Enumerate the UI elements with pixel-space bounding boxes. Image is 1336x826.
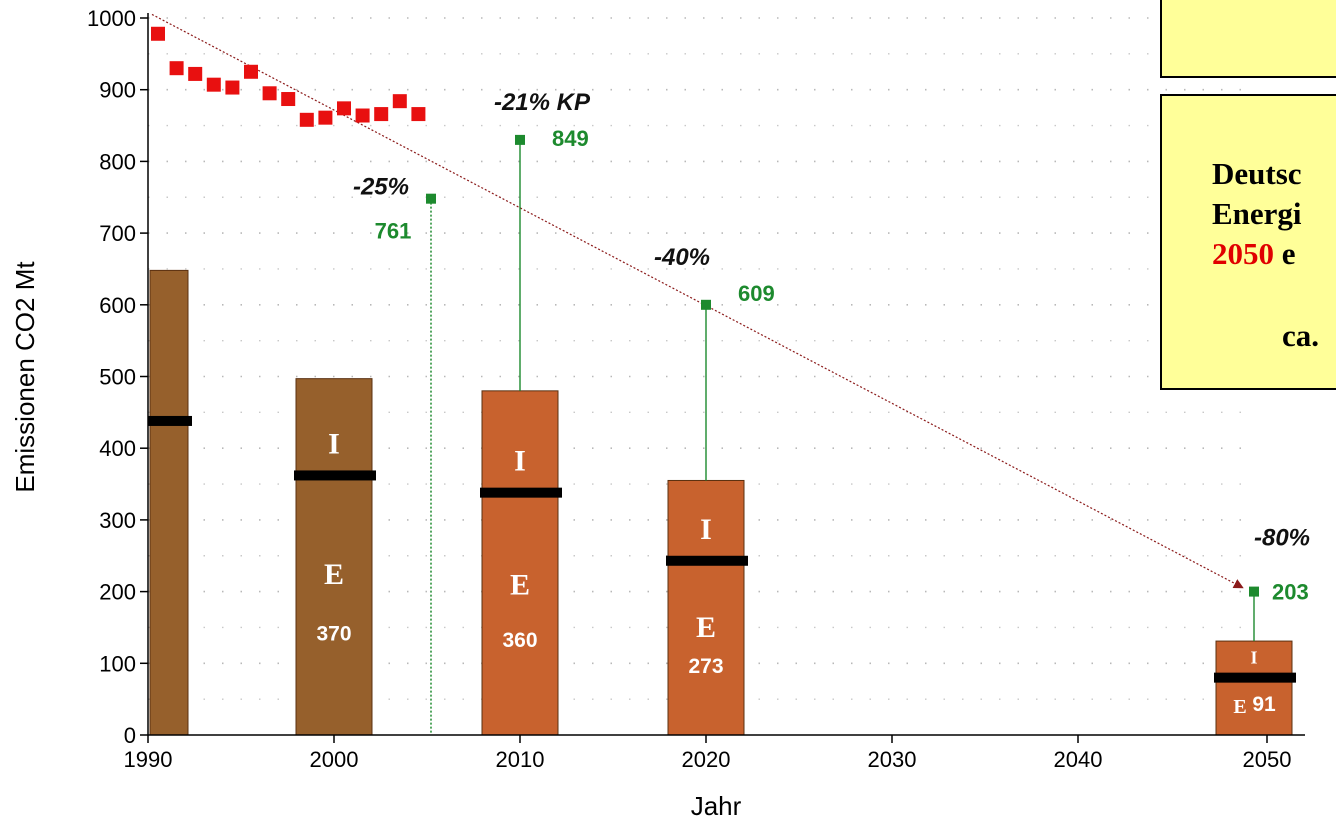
target-pct-2050: -80% bbox=[1254, 525, 1310, 552]
bar-lower-label-2020: E bbox=[696, 611, 716, 644]
y-tick-label: 500 bbox=[99, 365, 136, 390]
bar-upper-label-2020: I bbox=[700, 513, 712, 546]
history-point-1999 bbox=[318, 110, 333, 125]
axes-group: 0 100 200 300 400 500 600 700 800 900 1000 1990 2000… bbox=[87, 6, 1305, 772]
y-tick-label: 100 bbox=[99, 651, 136, 676]
y-tick-label: 700 bbox=[99, 221, 136, 246]
targets-group: -25% 761 -21% KP 849 -40% 609 -80% 203 bbox=[353, 89, 1310, 735]
x-tick-label: 2010 bbox=[496, 747, 545, 772]
bar-upper-label-2050: I bbox=[1250, 648, 1257, 668]
x-tick-label: 2040 bbox=[1054, 747, 1103, 772]
history-point-2001 bbox=[355, 108, 370, 123]
history-point-2000 bbox=[337, 101, 351, 116]
x-axis-label: Jahr bbox=[691, 791, 742, 821]
history-point-2003 bbox=[392, 94, 407, 109]
x-tick-label: 1990 bbox=[124, 747, 173, 772]
y-tick-label: 200 bbox=[99, 580, 136, 605]
history-point-1994 bbox=[225, 80, 240, 95]
target-pct-2020: -40% bbox=[654, 244, 710, 271]
trend-line-group bbox=[151, 13, 1244, 589]
y-tick-label: 900 bbox=[99, 78, 136, 103]
note-line-3: 2050 e bbox=[1212, 234, 1336, 274]
y-tick-label: 400 bbox=[99, 436, 136, 461]
bar-divider-2020 bbox=[666, 555, 748, 566]
history-point-1995 bbox=[244, 64, 258, 79]
history-point-1991 bbox=[169, 61, 184, 76]
bar-lower-label-2050: E bbox=[1233, 696, 1246, 718]
bar-upper-label-2000: I bbox=[328, 427, 340, 460]
bar-divider-2010 bbox=[480, 487, 562, 498]
y-tick-label: 800 bbox=[99, 149, 136, 174]
bars-group: I E 370 I E 360 I E 273 I E 91 bbox=[148, 269, 1296, 736]
note-line-5: ca. bbox=[1282, 318, 1320, 353]
target-pct-2005: -25% bbox=[353, 174, 409, 201]
y-tick-label: 300 bbox=[99, 508, 136, 533]
history-point-1990 bbox=[151, 26, 165, 41]
history-point-2004 bbox=[411, 107, 426, 122]
target-marker-2010 bbox=[515, 134, 525, 145]
history-point-2002 bbox=[374, 107, 389, 122]
target-value-2020: 609 bbox=[738, 281, 775, 306]
bar-upper-label-2010: I bbox=[514, 445, 526, 478]
note-year-highlight: 2050 bbox=[1212, 236, 1274, 271]
note-box-top bbox=[1160, 0, 1336, 78]
bar-divider-2000 bbox=[294, 470, 376, 481]
note-line-1: Deutsc bbox=[1212, 156, 1302, 191]
x-tick-label: 2050 bbox=[1243, 747, 1292, 772]
x-tick-label: 2030 bbox=[868, 747, 917, 772]
history-point-1993 bbox=[206, 77, 221, 92]
history-point-1992 bbox=[188, 66, 203, 81]
target-value-2050: 203 bbox=[1272, 580, 1309, 605]
bar-value-label-2010: 360 bbox=[502, 629, 537, 652]
y-tick-label: 0 bbox=[124, 723, 136, 748]
history-points-group bbox=[151, 26, 426, 127]
bar-value-label-2000: 370 bbox=[316, 622, 351, 645]
bar-divider-2050 bbox=[1214, 672, 1296, 683]
target-value-2010: 849 bbox=[552, 126, 589, 151]
bar-value-label-2050: 91 bbox=[1252, 693, 1276, 716]
history-point-1998 bbox=[299, 112, 314, 127]
y-axis-label: Emissionen CO2 Mt bbox=[10, 261, 40, 493]
bar-lower-label-2000: E bbox=[324, 558, 344, 591]
trend-line bbox=[151, 13, 1244, 589]
target-marker-2050 bbox=[1249, 586, 1259, 597]
target-marker-2020 bbox=[701, 299, 711, 310]
target-marker-2005 bbox=[426, 193, 436, 204]
note-line-3-rest: e bbox=[1274, 236, 1296, 271]
bar-2020 bbox=[667, 479, 745, 736]
bar-lower-label-2010: E bbox=[510, 569, 530, 602]
bar-2000 bbox=[295, 378, 373, 736]
bar-1990 bbox=[149, 269, 189, 736]
bar-value-label-2020: 273 bbox=[688, 655, 723, 678]
target-pct-2010: -21% KP bbox=[494, 89, 591, 116]
note-box-germany: Deutsc Energi 2050 e ca. bbox=[1160, 94, 1336, 390]
note-line-2: Energi bbox=[1212, 196, 1302, 231]
y-tick-label: 1000 bbox=[87, 6, 136, 31]
target-value-2005: 761 bbox=[375, 219, 412, 244]
x-tick-label: 2020 bbox=[682, 747, 731, 772]
x-tick-label: 2000 bbox=[310, 747, 359, 772]
bar-divider-1990 bbox=[148, 415, 192, 426]
history-point-1996 bbox=[262, 86, 277, 101]
bar-2010 bbox=[481, 390, 559, 736]
history-point-1997 bbox=[281, 92, 296, 107]
y-tick-label: 600 bbox=[99, 293, 136, 318]
